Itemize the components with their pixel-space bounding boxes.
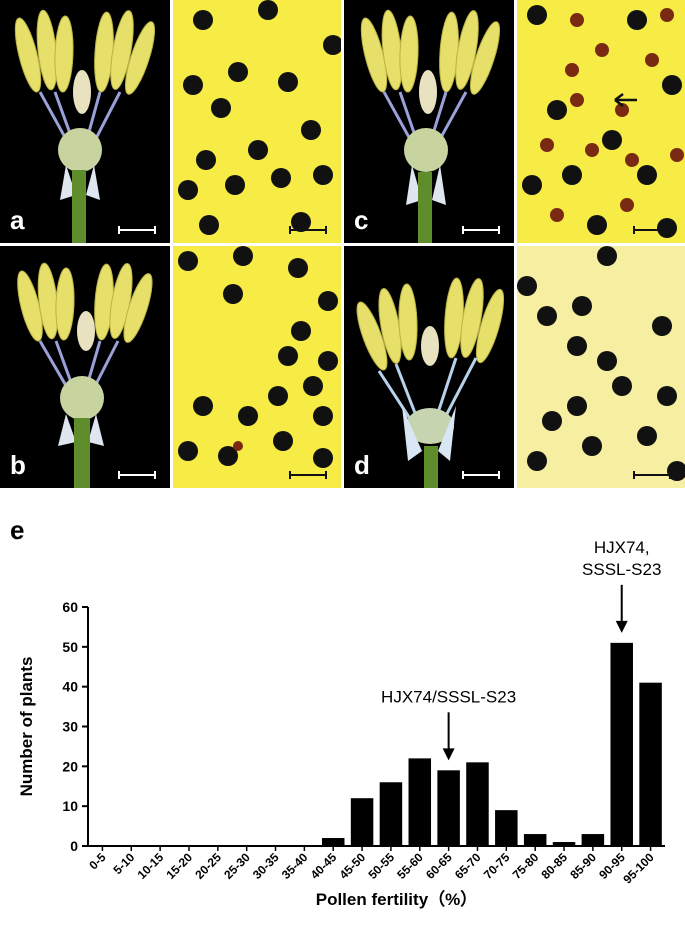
x-tick-label: 35-40 bbox=[279, 850, 311, 882]
bar bbox=[437, 770, 460, 846]
scale-bar-d-flower bbox=[462, 471, 500, 479]
pollen-grains-c bbox=[522, 5, 684, 238]
flower-photo-d: d bbox=[344, 246, 514, 488]
x-axis-label: Pollen fertility（%） bbox=[316, 889, 478, 909]
flower-illustration-a bbox=[14, 9, 156, 243]
x-tick-label: 50-55 bbox=[365, 850, 397, 882]
y-tick-label: 30 bbox=[62, 719, 78, 735]
scale-bar-c-flower bbox=[462, 226, 500, 234]
flower-photo-b: b bbox=[0, 246, 170, 488]
pollen-grains-d bbox=[517, 246, 685, 481]
x-tick-label: 15-20 bbox=[163, 850, 195, 882]
pollen-photo-d bbox=[517, 246, 685, 488]
arrow-icon bbox=[614, 93, 637, 107]
bar bbox=[581, 834, 605, 846]
bar bbox=[639, 682, 662, 846]
x-tick-label: 75-80 bbox=[510, 850, 542, 882]
x-tick-label: 10-15 bbox=[135, 850, 167, 882]
x-tick-label: 0-5 bbox=[86, 850, 108, 872]
bar bbox=[408, 758, 432, 846]
flower-photo-c: c bbox=[344, 0, 514, 243]
x-tick-label: 30-35 bbox=[250, 850, 282, 882]
x-tick-label: 80-85 bbox=[539, 850, 571, 882]
flower-illustration-c bbox=[360, 9, 501, 243]
x-tick-label: 20-25 bbox=[192, 850, 224, 882]
annotation-label: HJX74/SSSL-S23 bbox=[381, 687, 516, 706]
pollen-fertility-bar-chart: 0 10 20 30 40 50 60 0-5 5-1010-1515-2020-2525-30… bbox=[17, 538, 665, 909]
y-tick-label: 0 bbox=[70, 838, 78, 854]
bar bbox=[495, 810, 518, 846]
y-tick-label: 10 bbox=[62, 798, 78, 814]
y-tick-label: 50 bbox=[62, 639, 78, 655]
bar bbox=[321, 838, 345, 846]
bar bbox=[610, 642, 633, 846]
pollen-photo-a bbox=[173, 0, 341, 243]
panel-label-d: d bbox=[354, 450, 370, 480]
scale-bar-a-flower bbox=[118, 226, 156, 234]
x-tick-label: 60-65 bbox=[423, 850, 455, 882]
pollen-grains-b bbox=[178, 246, 338, 468]
annotation-arrow-head bbox=[615, 620, 628, 633]
pollen-photo-c bbox=[517, 0, 685, 243]
pollen-grains-a bbox=[178, 0, 341, 235]
scale-bar-c-pollen bbox=[633, 226, 671, 234]
panel-label-a: a bbox=[10, 205, 25, 235]
x-tick-label: 25-30 bbox=[221, 850, 253, 882]
annotation-label: HJX74, bbox=[594, 538, 650, 557]
flower-illustration-d bbox=[356, 277, 505, 488]
x-tick-label: 70-75 bbox=[481, 850, 513, 882]
bar bbox=[350, 798, 374, 846]
x-tick-label: 5-10 bbox=[111, 850, 138, 877]
scale-bar-b-flower bbox=[118, 471, 156, 479]
annotation-arrow-head bbox=[442, 748, 455, 761]
x-tick-label: 45-50 bbox=[337, 850, 369, 882]
annotation-label: SSSL-S23 bbox=[582, 560, 661, 579]
x-tick-label: 55-60 bbox=[394, 850, 426, 882]
scale-bar-a-pollen bbox=[289, 226, 327, 234]
pollen-photo-b bbox=[173, 246, 341, 488]
y-tick-label: 60 bbox=[62, 599, 78, 615]
x-tick-label: 65-70 bbox=[452, 850, 484, 882]
x-tick-label: 85-90 bbox=[567, 850, 599, 882]
scale-bar-d-pollen bbox=[633, 471, 671, 479]
y-tick-label: 40 bbox=[62, 679, 78, 695]
bar bbox=[523, 834, 547, 846]
x-tick-label: 95-100 bbox=[620, 850, 657, 887]
flower-photo-a: a bbox=[0, 0, 170, 243]
bar bbox=[466, 762, 489, 846]
panel-label-c: c bbox=[354, 205, 369, 235]
bar bbox=[379, 782, 403, 846]
panel-label-b: b bbox=[10, 450, 26, 480]
panel-label-e: e bbox=[10, 515, 25, 545]
scale-bar-b-pollen bbox=[289, 471, 327, 479]
x-tick-label: 40-45 bbox=[308, 850, 340, 882]
flower-illustration-b bbox=[17, 262, 153, 488]
y-tick-label: 20 bbox=[62, 758, 78, 774]
y-axis-label: Number of plants bbox=[17, 657, 36, 797]
bar bbox=[552, 842, 576, 846]
